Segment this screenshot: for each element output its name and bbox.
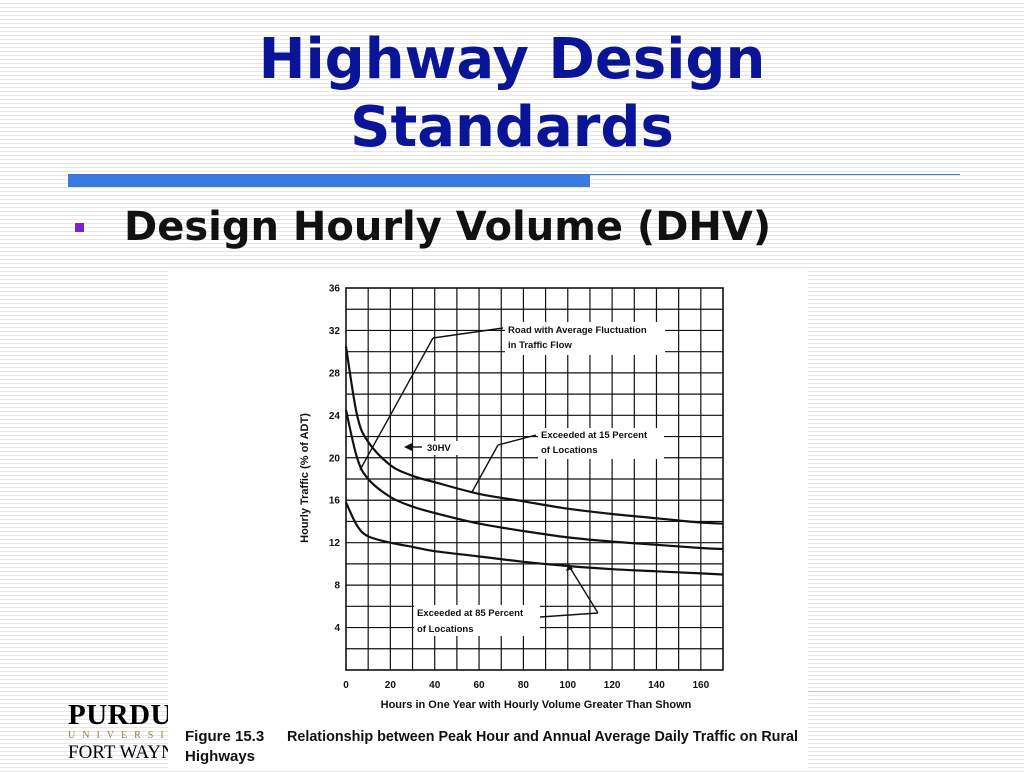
y-tick-label: 16	[329, 496, 341, 507]
x-tick-label: 40	[429, 680, 441, 691]
y-tick-label: 32	[329, 326, 341, 337]
x-tick-label: 60	[473, 680, 485, 691]
x-tick-label: 100	[559, 680, 576, 691]
x-tick-label: 20	[385, 680, 397, 691]
y-tick-label: 4	[334, 623, 340, 634]
title-divider-accent	[68, 175, 590, 187]
x-tick-label: 160	[692, 680, 709, 691]
annotation-leader-15pct-diag	[471, 444, 499, 493]
slide-title-line2: Standards	[350, 95, 674, 160]
y-tick-label: 20	[329, 453, 341, 464]
x-tick-label: 80	[518, 680, 530, 691]
slide-title-line1: Highway Design	[258, 27, 766, 92]
annotation-30hv: 30HV	[427, 443, 451, 454]
series-line-1	[344, 346, 724, 525]
annotation-leader-average-diag	[359, 337, 434, 471]
title-divider-thin	[68, 174, 960, 175]
x-tick-label: 120	[604, 680, 621, 691]
series-line-3	[345, 501, 724, 576]
annotation-average-line2: in Traffic Flow	[508, 340, 572, 351]
y-tick-label: 8	[334, 581, 340, 592]
logo-campus: FORT WAYNE	[68, 742, 172, 763]
annotation-leader-85pct	[539, 612, 599, 618]
logo-name: PURDUE	[68, 700, 172, 731]
y-axis-label: Hourly Traffic (% of ADT)	[299, 413, 311, 543]
logo-sub: UNIVERSITY	[68, 730, 172, 741]
y-tick-label: 12	[329, 538, 341, 549]
figure-caption-line2: Highways	[185, 748, 255, 765]
arrow-85pct-icon	[566, 564, 573, 571]
figure-number: Figure 15.3	[185, 728, 264, 745]
annotation-leader-85pct-diag	[568, 565, 599, 614]
figure-caption-line1: Relationship between Peak Hour and Annua…	[287, 729, 798, 745]
figure-panel: 0 20 40 60 80 100 120 140 160 4 8 12 16 20 24 28 32 36 Ro…	[168, 270, 808, 768]
arrow-30hv-icon	[404, 443, 412, 451]
annotation-85pct-line2: of Locations	[417, 624, 473, 635]
series-line-2	[344, 409, 724, 551]
annotation-bg-average	[505, 322, 665, 355]
annotation-bg-15pct	[538, 428, 664, 459]
annotation-85pct-line1: Exceeded at 85 Percent	[417, 608, 524, 619]
y-tick-label: 36	[329, 284, 341, 295]
y-tick-label: 28	[329, 368, 341, 379]
annotation-leader-average	[432, 327, 504, 339]
peak-hour-chart: 0 20 40 60 80 100 120 140 160 4 8 12 16 20 24 28 32 36 Ro…	[185, 284, 798, 766]
annotation-bg-30hv	[424, 441, 460, 455]
x-axis-label: Hours in One Year with Hourly Volume Gre…	[381, 699, 692, 711]
university-logo: PURDUE UNIVERSITY FORT WAYNE	[68, 700, 172, 764]
annotation-15pct-line2: of Locations	[541, 445, 597, 456]
bullet-square-icon	[75, 223, 84, 232]
annotation-average-line1: Road with Average Fluctuation	[508, 325, 647, 336]
annotation-bg-85pct	[414, 605, 540, 636]
annotation-leader-15pct	[497, 434, 537, 446]
bullet-text: Design Hourly Volume (DHV)	[124, 204, 772, 250]
slide-title: Highway Design Standards	[0, 26, 1024, 162]
x-tick-label: 0	[343, 680, 349, 691]
x-tick-label: 140	[648, 680, 665, 691]
y-tick-label: 24	[329, 411, 341, 422]
annotation-15pct-line1: Exceeded at 15 Percent	[541, 430, 648, 441]
